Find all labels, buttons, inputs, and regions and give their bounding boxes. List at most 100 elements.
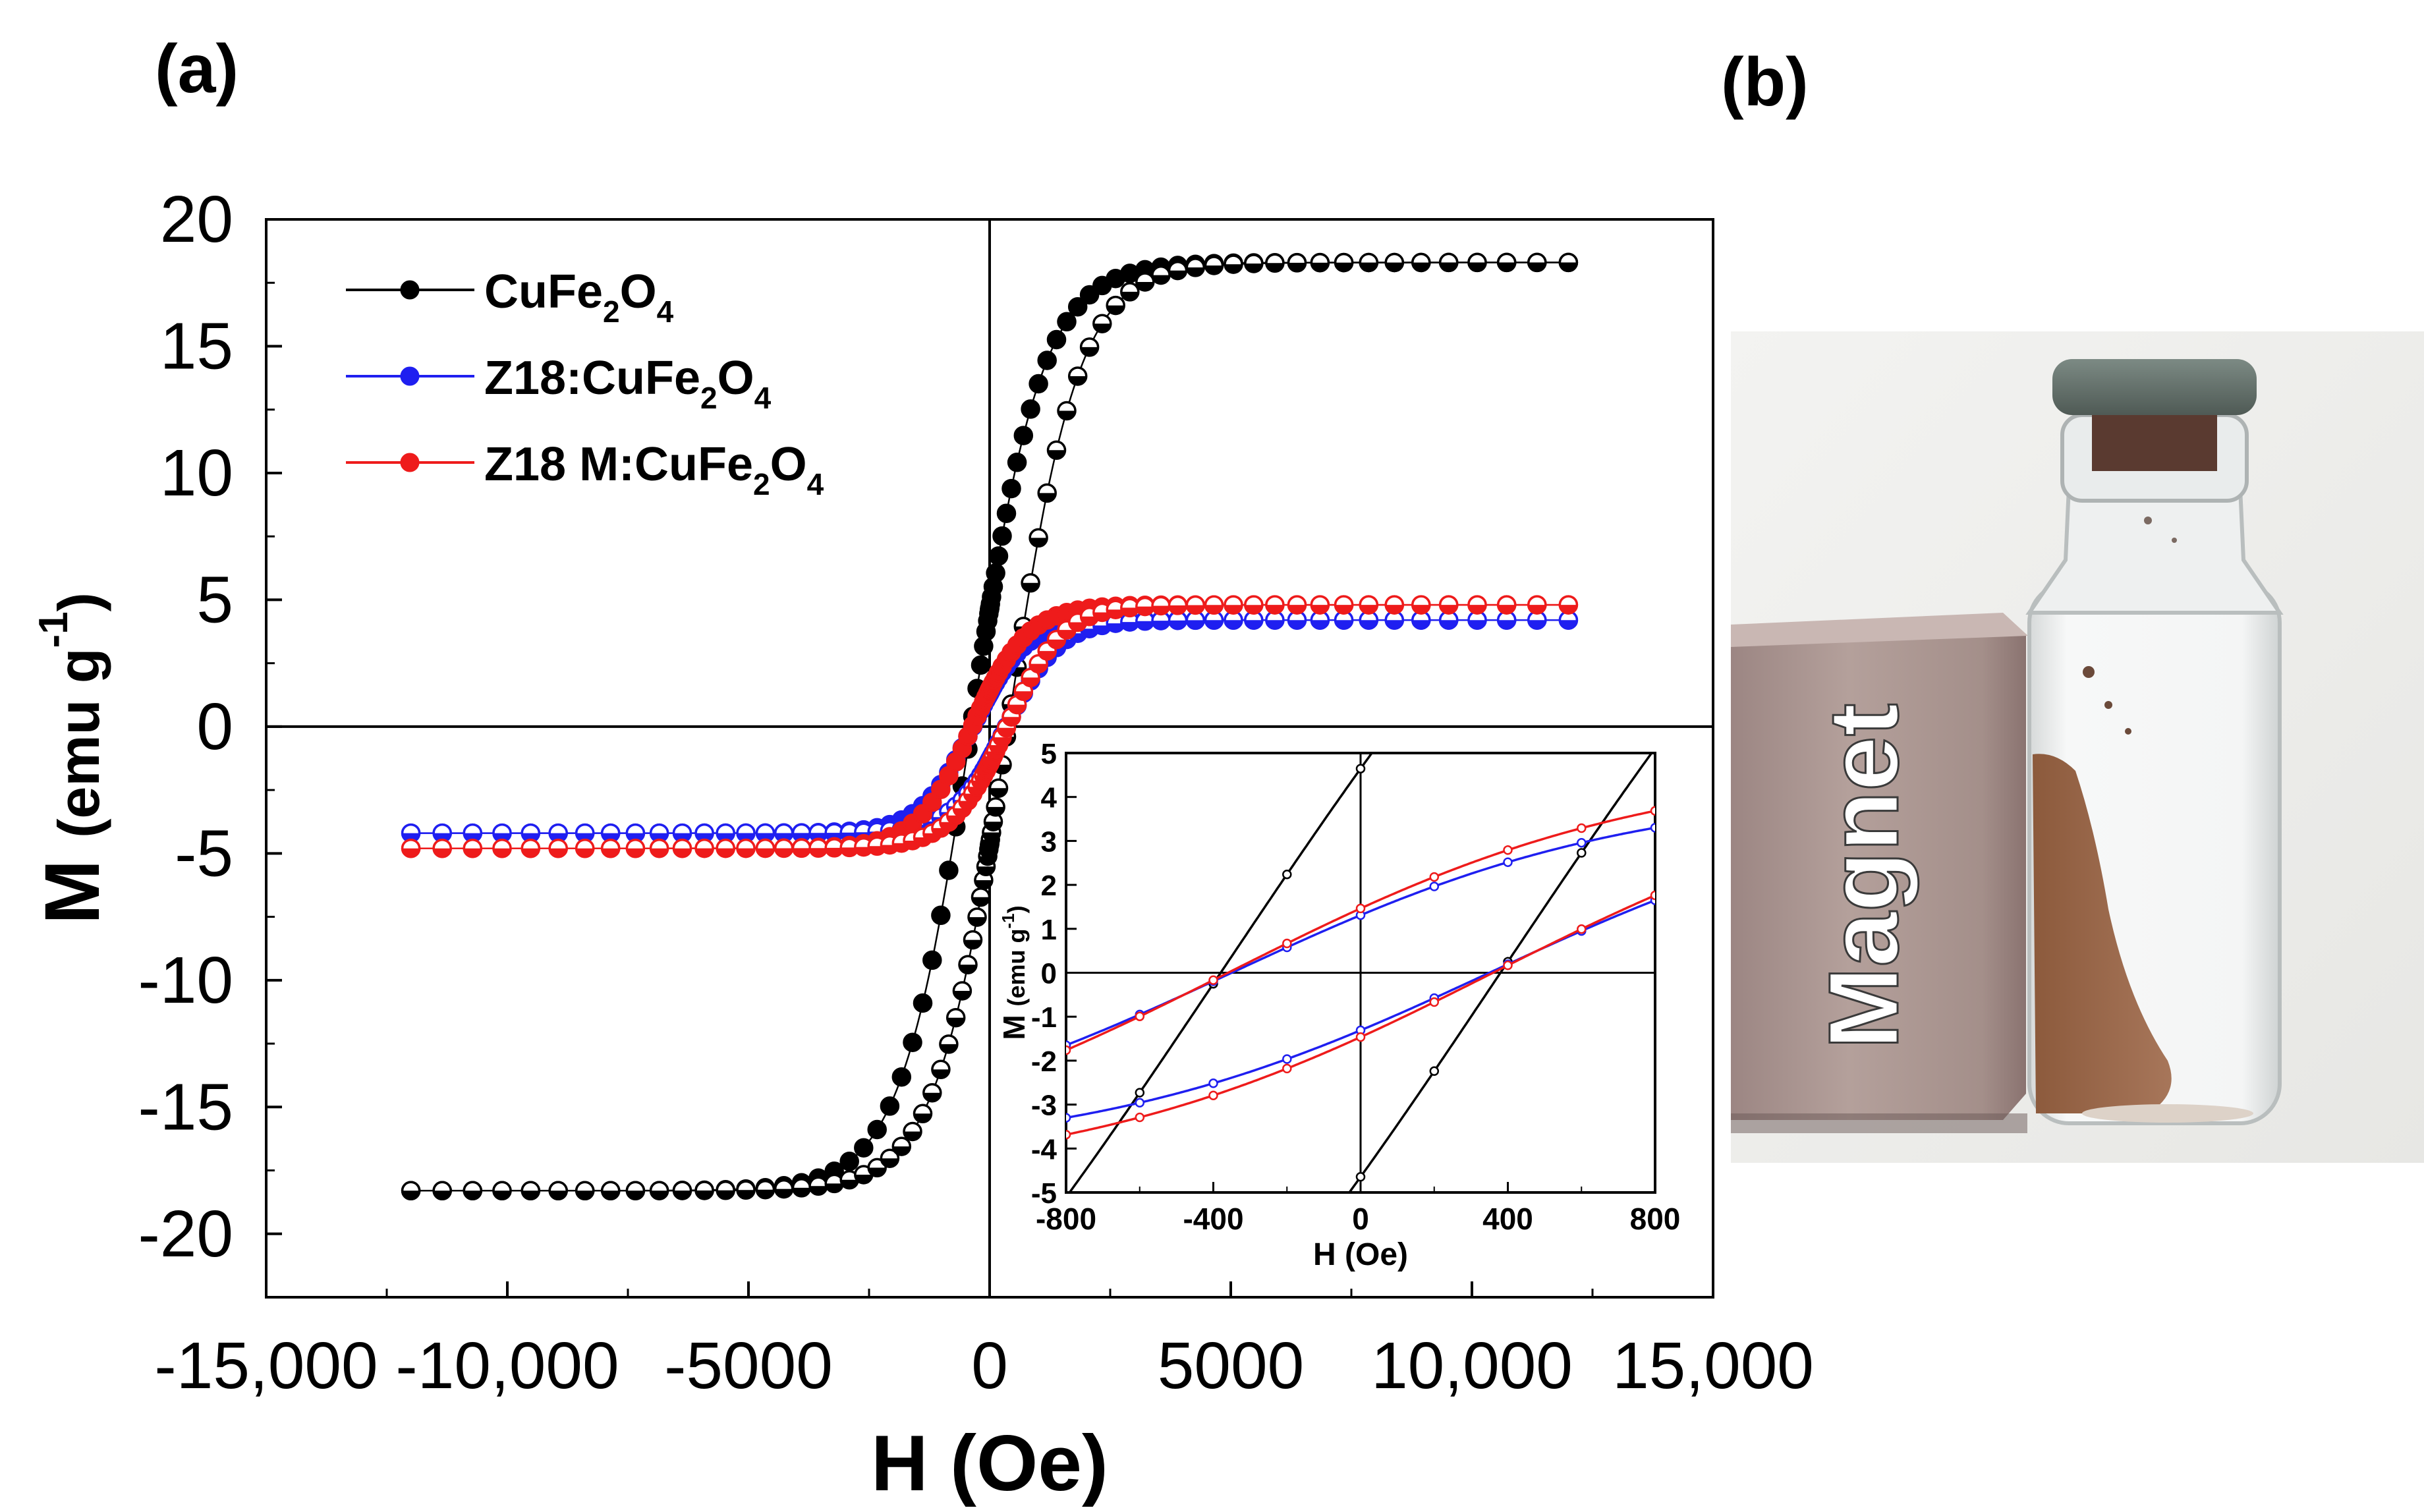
inset-data-point [1429, 1066, 1440, 1077]
data-point-half [1289, 605, 1305, 613]
y-tick-label: 10 [160, 436, 233, 510]
data-point-half [1440, 620, 1457, 629]
inset-data-point [1066, 1045, 1071, 1055]
data-point-half [983, 832, 1000, 841]
data-point-half [1039, 651, 1056, 659]
data-point-half [924, 1092, 940, 1101]
data-point-half [550, 1190, 567, 1199]
vial-stopper [2092, 405, 2217, 471]
data-point-half [869, 1167, 886, 1176]
powder-speck [2083, 666, 2095, 678]
data-point-half [1206, 605, 1222, 613]
data-point-half [1361, 605, 1377, 613]
data-point-half [674, 1190, 691, 1199]
x-tick-label: -5000 [664, 1329, 833, 1403]
data-point-half [915, 1113, 931, 1122]
x-tick-label: -10,000 [395, 1329, 619, 1403]
data-point-half [994, 737, 1010, 746]
data-point-half [932, 1069, 949, 1078]
data-point [1057, 312, 1077, 332]
inset-y-tick-label: -1 [1031, 1001, 1057, 1034]
data-point-half [841, 1179, 858, 1188]
data-point-half [960, 965, 976, 973]
data-point-half [882, 1158, 898, 1167]
inset-data-point [1282, 869, 1292, 880]
data-point-half [1206, 266, 1222, 274]
data-point-half [674, 848, 691, 856]
data-point-half [696, 833, 713, 841]
data-point-half [738, 848, 754, 856]
data-point-half [1413, 262, 1429, 271]
data-point-half [1015, 691, 1032, 700]
y-tick-label: -20 [138, 1197, 233, 1271]
inset-data-point [1503, 845, 1513, 855]
inset-data-point [1208, 1090, 1218, 1100]
inset-data-point [1503, 961, 1513, 970]
data-point-half [550, 848, 567, 856]
data-point-half [1289, 262, 1305, 271]
data-point-half [1003, 717, 1019, 725]
data-point-half [1059, 630, 1075, 638]
data-point [880, 1096, 900, 1116]
data-point-half [1094, 323, 1110, 332]
data-point-half [1009, 704, 1025, 713]
data-point-half [1498, 262, 1515, 271]
data-point-half [718, 848, 734, 856]
data-point-half [522, 833, 539, 841]
powder-speck [2104, 701, 2112, 709]
x-tick-label: 5000 [1158, 1329, 1304, 1403]
inset-data-point [1503, 857, 1513, 867]
data-point-half [494, 848, 510, 856]
data-point-half [494, 833, 510, 841]
x-tick-label: 15,000 [1612, 1329, 1814, 1403]
data-point-half [855, 1175, 872, 1183]
magnet-top-edge [1731, 613, 2028, 647]
data-point-half [1245, 264, 1262, 272]
data-point-half [627, 848, 644, 856]
data-point-half [1023, 582, 1039, 591]
legend-marker [400, 453, 420, 472]
data-point-half [1187, 605, 1204, 613]
inset-data-point [1650, 890, 1655, 901]
powder [2033, 754, 2172, 1113]
data-point-half [602, 1190, 619, 1199]
data-point-half [905, 1131, 920, 1140]
data-point-half [674, 833, 691, 841]
data-point-half [1069, 376, 1086, 384]
data-point-half [988, 806, 1004, 815]
legend: CuFe2O4 Z18:CuFe2O4 Z18 M:CuFe2O4 [346, 266, 824, 501]
data-point-half [1121, 622, 1138, 630]
data-point [986, 563, 1005, 583]
data-point-half [577, 1190, 593, 1199]
x-tick-label: 0 [971, 1329, 1008, 1403]
data-point-half [718, 833, 734, 841]
data-point-half [550, 833, 567, 841]
powder-speck [2172, 538, 2177, 543]
panel-label-b: (b) [1721, 44, 1809, 121]
data-point [1046, 329, 1067, 350]
powder-speck [2144, 517, 2152, 524]
vial-shoulder [2025, 486, 2284, 615]
data-point-half [738, 833, 754, 841]
data-point-half [1121, 291, 1138, 300]
data-point [971, 655, 991, 675]
data-point-half [793, 1187, 810, 1196]
data-point-half [434, 833, 451, 841]
legend-label: Z18 M:CuFe2O4 [484, 438, 824, 501]
data-point-half [718, 1190, 734, 1198]
data-point-half [978, 866, 994, 875]
data-point-half [1170, 620, 1186, 629]
data-point-half [1226, 620, 1241, 629]
data-point-half [1361, 620, 1377, 629]
inset-data-point [1135, 1112, 1145, 1123]
inset-y-tick-label: -2 [1031, 1046, 1057, 1078]
data-point-half [1245, 605, 1262, 613]
data-point-half [985, 822, 1001, 830]
data-point-half [1108, 305, 1124, 314]
inset-y-tick-label: 4 [1041, 782, 1057, 814]
data-point-half [990, 788, 1007, 797]
data-point [1029, 374, 1048, 394]
data-point-half [1529, 605, 1545, 613]
data-point-half [972, 897, 989, 905]
data-point-half [1312, 262, 1328, 271]
